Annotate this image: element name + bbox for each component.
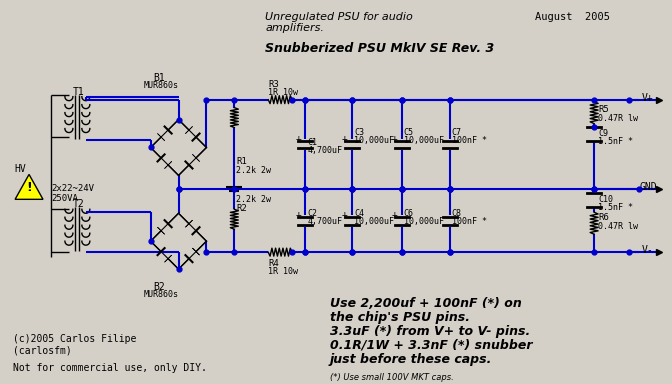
Text: T2: T2 <box>73 199 85 209</box>
Text: 1.5nF *: 1.5nF * <box>598 203 633 212</box>
Text: C7: C7 <box>452 127 462 137</box>
Polygon shape <box>185 220 192 227</box>
Text: +: + <box>392 210 398 220</box>
Text: 2x22~24V: 2x22~24V <box>51 184 94 194</box>
Text: V-: V- <box>642 245 654 255</box>
Text: R3: R3 <box>268 80 279 89</box>
Text: Unregulated PSU for audio: Unregulated PSU for audio <box>265 12 413 22</box>
Text: MUR860s: MUR860s <box>144 290 179 299</box>
Text: +: + <box>342 134 348 144</box>
Polygon shape <box>192 248 200 255</box>
Text: V+: V+ <box>642 93 654 103</box>
Text: 1R 10w: 1R 10w <box>268 267 298 276</box>
Text: R2: R2 <box>237 204 247 213</box>
Text: (c)2005 Carlos Filipe
(carlosfm): (c)2005 Carlos Filipe (carlosfm) <box>13 334 136 356</box>
Text: +: + <box>295 210 301 220</box>
Text: 10,000uF: 10,000uF <box>354 217 394 226</box>
Text: C3: C3 <box>354 127 364 137</box>
Text: 4,700uF: 4,700uF <box>307 217 342 226</box>
Text: R1: R1 <box>237 157 247 167</box>
Text: 1.5nF *: 1.5nF * <box>598 137 633 146</box>
Text: 3.3uF (*) from V+ to V- pins.: 3.3uF (*) from V+ to V- pins. <box>330 325 530 338</box>
Polygon shape <box>185 126 192 134</box>
Text: C6: C6 <box>404 209 414 218</box>
Text: C4: C4 <box>354 209 364 218</box>
Text: Not for commercial use, only DIY.: Not for commercial use, only DIY. <box>13 363 207 373</box>
Text: 1R 10w: 1R 10w <box>268 88 298 97</box>
Text: +: + <box>392 134 398 144</box>
Text: (*) Use small 100V MKT caps.: (*) Use small 100V MKT caps. <box>330 373 454 382</box>
Text: just before these caps.: just before these caps. <box>330 353 493 366</box>
Text: GND: GND <box>640 182 658 192</box>
Text: amplifiers.: amplifiers. <box>265 23 324 33</box>
Text: 2.2k 2w: 2.2k 2w <box>237 166 271 175</box>
Polygon shape <box>165 161 171 169</box>
Text: 100nF *: 100nF * <box>452 217 487 226</box>
Text: 0.47R lw: 0.47R lw <box>598 222 638 231</box>
Text: 0.1R/1W + 3.3nF (*) snubber: 0.1R/1W + 3.3nF (*) snubber <box>330 339 532 352</box>
Text: 0.47R lw: 0.47R lw <box>598 114 638 122</box>
Text: +: + <box>342 210 348 220</box>
Text: 2.2k 2w: 2.2k 2w <box>237 195 271 204</box>
Text: T1: T1 <box>73 87 85 97</box>
Text: C8: C8 <box>452 209 462 218</box>
Text: +: + <box>295 134 301 144</box>
Text: 100nF *: 100nF * <box>452 136 487 144</box>
Text: the chip's PSU pins.: the chip's PSU pins. <box>330 311 470 324</box>
Text: !: ! <box>26 181 32 194</box>
Polygon shape <box>15 174 43 199</box>
Text: R5: R5 <box>598 105 609 114</box>
Text: Use 2,200uf + 100nF (*) on: Use 2,200uf + 100nF (*) on <box>330 297 521 310</box>
Text: 10,000uF: 10,000uF <box>354 136 394 144</box>
Text: 250VA: 250VA <box>51 194 78 204</box>
Polygon shape <box>157 227 165 234</box>
Text: C10: C10 <box>598 195 613 204</box>
Text: R4: R4 <box>268 259 279 268</box>
Text: R6: R6 <box>598 213 609 222</box>
Polygon shape <box>192 154 200 161</box>
Text: Snubberized PSU MkIV SE Rev. 3: Snubberized PSU MkIV SE Rev. 3 <box>265 42 495 55</box>
Text: August  2005: August 2005 <box>536 12 610 22</box>
Text: C2: C2 <box>307 209 317 218</box>
Text: 10,000uF: 10,000uF <box>404 136 444 144</box>
Text: 10,000uF: 10,000uF <box>404 217 444 226</box>
Text: MUR860s: MUR860s <box>144 81 179 90</box>
Text: 4,700uF: 4,700uF <box>307 146 342 154</box>
Text: B2: B2 <box>154 282 165 292</box>
Text: C5: C5 <box>404 127 414 137</box>
Text: HV: HV <box>14 164 26 174</box>
Text: B1: B1 <box>154 73 165 83</box>
Text: C1: C1 <box>307 137 317 147</box>
Text: C9: C9 <box>598 129 608 137</box>
Polygon shape <box>165 255 171 262</box>
Polygon shape <box>157 134 165 141</box>
